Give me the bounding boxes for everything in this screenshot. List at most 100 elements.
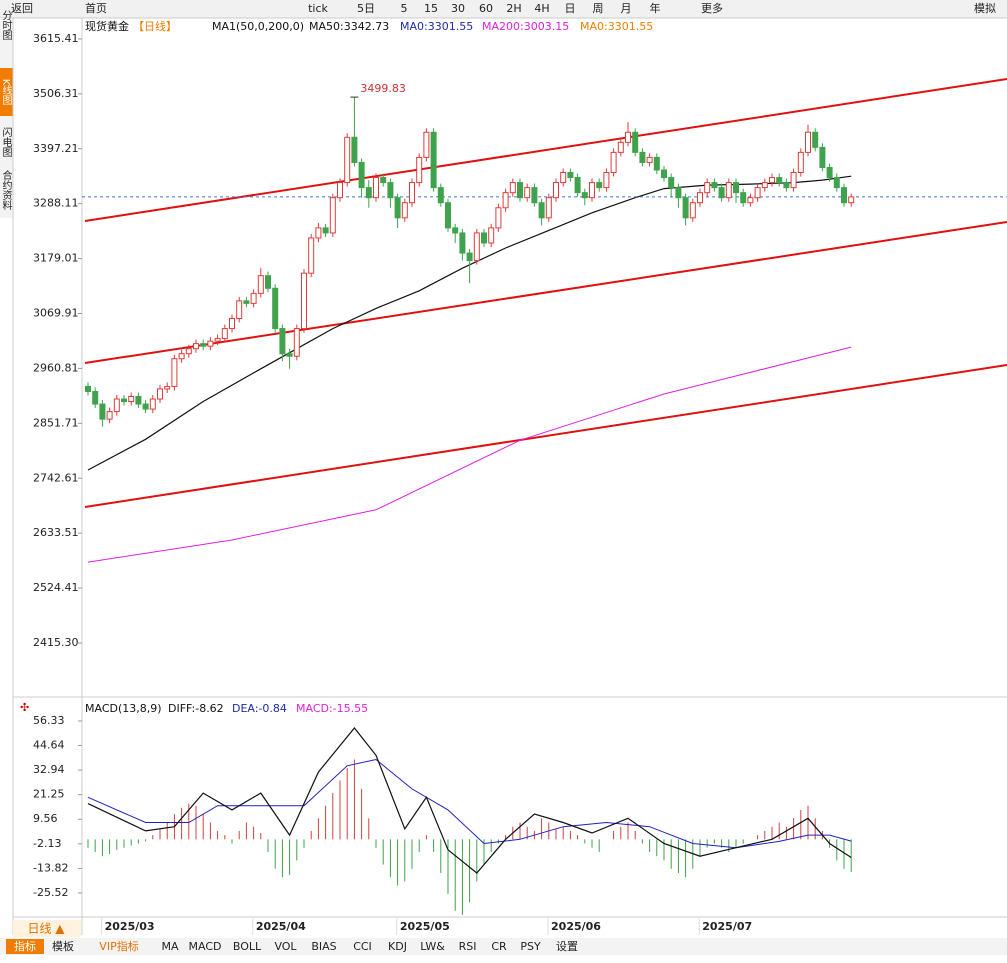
x-tick-label: 2025/05 bbox=[400, 920, 450, 933]
candle-body bbox=[517, 182, 523, 199]
candle-body bbox=[293, 328, 300, 357]
y-tick-label: 2742.61 bbox=[33, 471, 79, 484]
max-label: 3499.83 bbox=[360, 82, 406, 95]
candle-body bbox=[617, 141, 624, 153]
candle-body bbox=[459, 232, 466, 254]
toolbar-button[interactable]: 年 bbox=[650, 1, 661, 15]
dea-line bbox=[87, 758, 852, 849]
sidebar-tab[interactable]: 合约资料 bbox=[0, 169, 12, 211]
toolbar-button[interactable]: 日 bbox=[565, 2, 576, 15]
bottom-tab[interactable]: CR bbox=[491, 940, 507, 953]
candle-body bbox=[790, 172, 797, 189]
bottom-tab[interactable]: 模板 bbox=[52, 939, 74, 953]
y-tick-label: 3069.91 bbox=[33, 307, 79, 320]
candle-body bbox=[632, 131, 639, 153]
candle-body bbox=[833, 177, 840, 189]
y-tick-label: 32.94 bbox=[33, 763, 65, 776]
bottom-tab[interactable]: VOL bbox=[274, 940, 297, 953]
bottom-tab[interactable]: PSY bbox=[520, 940, 541, 953]
candle-body bbox=[466, 252, 473, 262]
candle-body bbox=[308, 237, 315, 274]
candle-body bbox=[581, 192, 588, 199]
period-bg[interactable] bbox=[13, 920, 81, 937]
candle-body bbox=[646, 156, 653, 163]
candle-body bbox=[329, 197, 336, 234]
toolbar-button[interactable]: 15 bbox=[424, 2, 438, 15]
sidebar-tab[interactable]: 闪电图 bbox=[0, 126, 12, 158]
toolbar-button[interactable]: 2H bbox=[506, 2, 521, 15]
y-tick-label: 21.25 bbox=[33, 788, 65, 801]
toolbar-button[interactable]: tick bbox=[308, 2, 328, 15]
bottom-tab[interactable]: KDJ bbox=[388, 940, 407, 953]
legend-item: 【日线】 bbox=[133, 19, 177, 33]
y-tick-label: 2524.41 bbox=[33, 581, 79, 594]
candle-body bbox=[495, 207, 502, 229]
bottom-tab[interactable]: LW& bbox=[420, 940, 445, 953]
bottom-tab[interactable]: 指标 bbox=[14, 939, 36, 953]
toolbar-button[interactable]: 5 bbox=[401, 2, 408, 15]
toolbar-button[interactable]: 模拟 bbox=[974, 1, 996, 15]
candle-body bbox=[437, 187, 444, 204]
toolbar-bg bbox=[0, 0, 1007, 18]
toolbar-button[interactable]: 月 bbox=[621, 2, 632, 15]
candle-body bbox=[380, 177, 387, 184]
y-tick-label: -25.52 bbox=[33, 886, 68, 899]
sidebar-tab[interactable]: K线图 bbox=[0, 79, 12, 106]
candle-body bbox=[769, 177, 775, 184]
sidebar-tab[interactable]: 分时图 bbox=[0, 10, 12, 41]
period-button[interactable]: 日线 ▲ bbox=[27, 922, 65, 936]
toolbar-button[interactable]: 4H bbox=[534, 2, 549, 15]
candle-body bbox=[286, 353, 293, 357]
candle-body bbox=[805, 131, 811, 153]
candle-body bbox=[121, 398, 127, 403]
bottom-tab[interactable]: VIP指标 bbox=[99, 939, 138, 953]
toolbar-button[interactable]: 5日 bbox=[357, 2, 375, 15]
toolbar-button[interactable]: 60 bbox=[479, 2, 493, 15]
candle-body bbox=[545, 197, 552, 219]
candle-body bbox=[149, 398, 156, 410]
bottom-tab[interactable]: RSI bbox=[459, 940, 477, 953]
candle-body bbox=[200, 343, 207, 347]
candle-body bbox=[358, 161, 365, 189]
legend-item: MA0:3301.55 bbox=[400, 20, 473, 33]
candle-body bbox=[509, 182, 516, 194]
candle-body bbox=[272, 287, 279, 330]
candle-body bbox=[301, 272, 307, 330]
candle-body bbox=[113, 398, 120, 413]
bottom-tab[interactable]: BOLL bbox=[233, 940, 262, 953]
candle-body bbox=[797, 151, 804, 174]
toolbar-button[interactable]: 周 bbox=[593, 2, 604, 15]
bottom-tab[interactable]: BIAS bbox=[311, 940, 336, 953]
candle-body bbox=[221, 328, 228, 340]
candle-body bbox=[661, 169, 667, 179]
tabs-bg bbox=[0, 938, 1007, 955]
x-tick-label: 2025/07 bbox=[702, 920, 752, 933]
y-tick-label: 2960.81 bbox=[33, 361, 79, 374]
toolbar-button[interactable]: 更多 bbox=[701, 1, 723, 15]
candle-body bbox=[697, 192, 703, 204]
candle-body bbox=[185, 348, 192, 355]
candle-body bbox=[452, 227, 459, 234]
toolbar-button[interactable]: 首页 bbox=[85, 1, 107, 15]
bottom-tab[interactable]: MA bbox=[161, 940, 178, 953]
candle-body bbox=[236, 300, 243, 319]
candle-body bbox=[250, 292, 257, 304]
candle-body bbox=[243, 300, 250, 304]
bottom-tab[interactable]: CCI bbox=[353, 940, 372, 953]
candle-body bbox=[740, 192, 747, 204]
legend-item: MA0:3301.55 bbox=[580, 20, 653, 33]
candle-body bbox=[524, 187, 531, 199]
candle-body bbox=[430, 131, 437, 189]
macd-icon[interactable]: ✣ bbox=[20, 701, 29, 714]
toolbar-button[interactable]: 返回 bbox=[11, 2, 33, 15]
candle-body bbox=[747, 197, 754, 204]
legend-item: MA1(50,0,200,0) bbox=[212, 20, 304, 33]
legend-item: MACD(13,8,9) bbox=[85, 702, 162, 715]
toolbar-button[interactable]: 30 bbox=[451, 2, 465, 15]
candle-body bbox=[207, 340, 214, 347]
bottom-tab[interactable]: MACD bbox=[189, 940, 222, 953]
candle-body bbox=[589, 182, 595, 199]
bottom-tab[interactable]: 设置 bbox=[556, 940, 578, 953]
candle-body bbox=[704, 182, 711, 194]
y-tick-label: 2415.30 bbox=[33, 636, 79, 649]
